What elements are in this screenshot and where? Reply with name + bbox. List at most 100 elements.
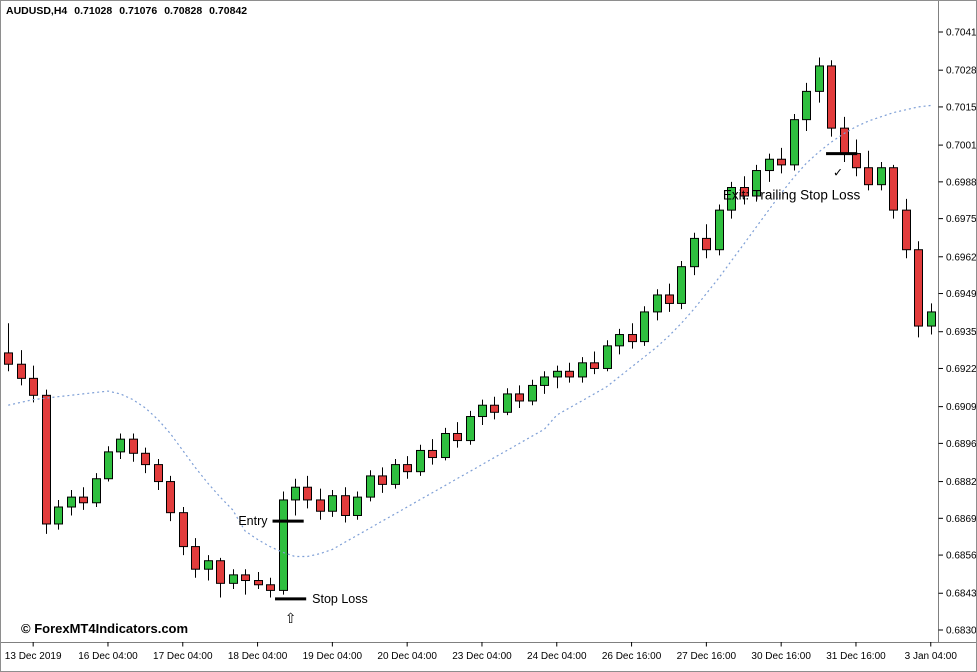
bull-candle	[366, 475, 375, 498]
bear-candle	[266, 584, 275, 591]
quote-high: 0.71076	[119, 5, 158, 17]
bear-candle	[316, 499, 325, 512]
bear-candle	[914, 249, 923, 327]
bull-candle	[67, 496, 76, 508]
time-tick-label: 17 Dec 04:00	[153, 651, 213, 662]
time-tick-label: 24 Dec 04:00	[527, 651, 587, 662]
entry-annotation: Entry	[238, 514, 304, 528]
moving-average-line	[8, 104, 931, 558]
bull-candle	[328, 495, 337, 512]
bear-candle	[665, 294, 674, 304]
bear-candle	[515, 393, 524, 402]
up-arrow-icon: ⇧	[285, 610, 297, 626]
bear-candle	[590, 362, 599, 369]
bear-candle	[628, 334, 637, 343]
bull-candle	[540, 376, 549, 386]
bull-candle	[715, 209, 724, 251]
bull-candle	[790, 119, 799, 166]
time-axis[interactable]: 13 Dec 2019 16 Dec 04:00 17 Dec 04:00 18 De…	[5, 642, 958, 662]
price-tick-label: 0.70015	[946, 141, 977, 152]
quote-open: 0.71028	[74, 5, 113, 17]
bear-candle	[303, 486, 312, 501]
price-tick-label: 0.68695	[946, 514, 977, 525]
bear-candle	[154, 464, 163, 483]
bull-candle	[727, 187, 736, 211]
quote-low: 0.70828	[164, 5, 203, 17]
bear-candle	[166, 481, 175, 514]
bear-candle	[241, 574, 250, 582]
bear-candle	[141, 452, 150, 466]
candles-layer	[4, 57, 936, 598]
bull-candle	[802, 90, 811, 121]
bear-candle	[378, 475, 387, 485]
copyright-watermark: © ForexMT4Indicators.com	[21, 621, 189, 636]
bear-candle	[428, 449, 437, 459]
bull-candle	[603, 345, 612, 369]
bull-candle	[441, 432, 450, 459]
price-tick-label: 0.69755	[946, 214, 977, 225]
bear-candle	[565, 370, 574, 378]
exit-annotation: ✓ Exit: Trailing Stop Loss	[723, 152, 861, 203]
bull-candle	[353, 496, 362, 516]
time-tick-label: 26 Dec 16:00	[602, 651, 662, 662]
price-tick-label: 0.70415	[946, 28, 977, 39]
bull-candle	[54, 506, 63, 525]
bear-candle	[889, 167, 898, 211]
bear-candle	[453, 432, 462, 442]
bull-candle	[690, 237, 699, 268]
check-icon: ✓	[833, 166, 843, 180]
stop-loss-label: Stop Loss	[312, 592, 368, 606]
time-tick-label: 18 Dec 04:00	[228, 651, 288, 662]
bear-candle	[129, 438, 138, 454]
time-tick-label: 20 Dec 04:00	[377, 651, 437, 662]
quote-close: 0.70842	[209, 5, 248, 17]
bull-candle	[92, 478, 101, 504]
bear-candle	[852, 153, 861, 169]
symbol-timeframe: AUDUSD,H4	[6, 5, 68, 17]
bull-candle	[391, 464, 400, 485]
time-tick-label: 27 Dec 16:00	[677, 651, 737, 662]
entry-label: Entry	[238, 514, 268, 528]
bull-candle	[640, 311, 649, 343]
bull-candle	[927, 311, 936, 327]
price-tick-label: 0.68825	[946, 477, 977, 488]
bear-candle	[216, 560, 225, 584]
bear-candle	[490, 404, 499, 413]
bear-candle	[4, 352, 13, 365]
price-tick-label: 0.69225	[946, 364, 977, 375]
bull-candle	[291, 486, 300, 501]
bear-candle	[740, 187, 749, 197]
time-tick-label: 16 Dec 04:00	[78, 651, 138, 662]
bull-candle	[765, 158, 774, 172]
bear-candle	[17, 363, 26, 379]
bull-candle	[677, 266, 686, 304]
bull-candle	[503, 393, 512, 413]
symbol-quote-strip: AUDUSD,H4 0.71028 0.71076 0.70828 0.7084…	[6, 5, 247, 17]
time-tick-label: 23 Dec 04:00	[452, 651, 512, 662]
bull-candle	[104, 451, 113, 480]
bull-candle	[416, 449, 425, 473]
bear-candle	[864, 167, 873, 186]
stop-loss-annotation: Stop Loss ⇧	[275, 592, 368, 626]
bull-candle	[877, 167, 886, 186]
bull-candle	[478, 404, 487, 418]
bull-candle	[528, 384, 537, 402]
exit-label: Exit: Trailing Stop Loss	[723, 188, 861, 203]
bear-candle	[840, 127, 849, 155]
time-tick-label: 30 Dec 16:00	[751, 651, 811, 662]
bear-candle	[191, 546, 200, 570]
bear-candle	[341, 495, 350, 516]
price-tick-label: 0.68565	[946, 551, 977, 562]
bull-candle	[229, 574, 238, 584]
bear-candle	[403, 464, 412, 473]
bull-candle	[615, 334, 624, 347]
time-tick-label: 19 Dec 04:00	[303, 651, 363, 662]
